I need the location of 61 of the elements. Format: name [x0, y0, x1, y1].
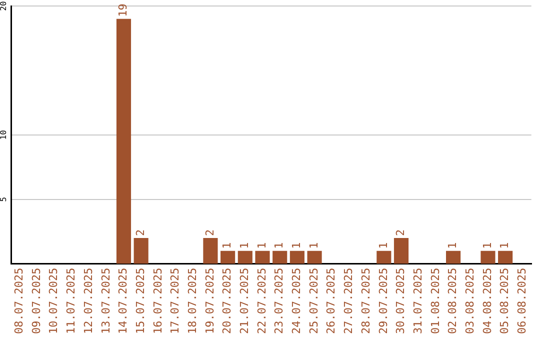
x-tick-label: 13.07.2025 — [99, 268, 112, 334]
bar — [203, 238, 218, 264]
x-tick-label: 20.07.2025 — [220, 268, 234, 334]
data-label: 1 — [307, 242, 320, 249]
x-tick-label: 02.08.2025 — [446, 268, 460, 334]
x-tick-label: 27.07.2025 — [342, 268, 356, 334]
data-label: 1 — [238, 242, 252, 249]
data-label: 1 — [272, 242, 286, 249]
x-tick-label: 29.07.2025 — [376, 268, 390, 334]
bar — [446, 250, 461, 264]
x-tick-label: 09.07.2025 — [30, 268, 43, 334]
bar — [134, 238, 148, 264]
data-label: 1 — [255, 242, 268, 249]
x-tick-label: 01.08.2025 — [428, 268, 442, 334]
bar — [307, 250, 322, 264]
bar — [116, 18, 132, 264]
data-label: 2 — [134, 229, 147, 236]
x-tick-label: 30.07.2025 — [394, 268, 408, 334]
data-label: 1 — [290, 242, 304, 249]
x-tick-label: 03.08.2025 — [463, 268, 476, 334]
bar — [272, 250, 288, 264]
data-label: 1 — [498, 242, 512, 249]
x-tick-label: 04.08.2025 — [480, 268, 494, 334]
data-label: 2 — [394, 229, 408, 236]
bar — [238, 250, 252, 264]
x-tick-label: 31.07.2025 — [411, 268, 424, 334]
x-tick-label: 12.07.2025 — [82, 268, 95, 334]
x-tick-label: 28.07.2025 — [359, 268, 372, 334]
y-tick-label: 5 — [0, 196, 8, 202]
x-tick-label: 25.07.2025 — [307, 268, 320, 334]
data-label: 1 — [220, 242, 234, 249]
y-tick-label: 10 — [0, 130, 8, 140]
data-label: 19 — [116, 4, 130, 17]
x-tick-label: 06.08.2025 — [516, 268, 529, 334]
x-tick-label: 24.07.2025 — [290, 268, 304, 334]
bar — [220, 250, 236, 264]
x-tick-label: 15.07.2025 — [134, 268, 147, 334]
x-tick-label: 14.07.2025 — [116, 268, 130, 334]
x-tick-label: 17.07.2025 — [168, 268, 182, 334]
data-label: 2 — [203, 229, 216, 236]
x-tick-label: 11.07.2025 — [64, 268, 78, 334]
bar — [255, 250, 270, 264]
x-tick-label: 08.07.2025 — [12, 268, 26, 334]
bar — [498, 250, 513, 264]
bar — [376, 250, 392, 264]
x-tick-label: 21.07.2025 — [238, 268, 252, 334]
x-tick-label: 26.07.2025 — [324, 268, 338, 334]
x-tick-label: 23.07.2025 — [272, 268, 286, 334]
bar — [290, 250, 304, 264]
bar — [480, 250, 496, 264]
x-tick-label: 05.08.2025 — [498, 268, 512, 334]
data-label: 1 — [376, 242, 390, 249]
x-tick-label: 10.07.2025 — [47, 268, 60, 334]
x-tick-label: 16.07.2025 — [151, 268, 164, 334]
data-label: 1 — [446, 242, 460, 249]
x-tick-label: 22.07.2025 — [255, 268, 268, 334]
y-tick-label: 20 — [0, 1, 8, 11]
x-tick-label: 19.07.2025 — [203, 268, 216, 334]
bar — [394, 238, 409, 264]
data-label: 1 — [480, 242, 494, 249]
x-tick-label: 18.07.2025 — [186, 268, 199, 334]
